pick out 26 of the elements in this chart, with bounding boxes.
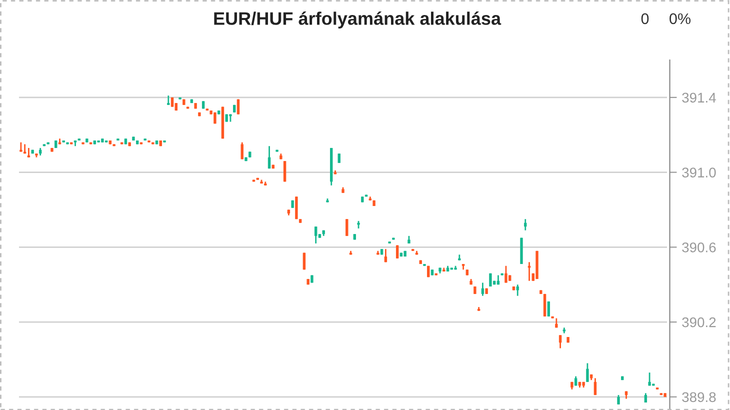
candlestick bbox=[586, 362, 589, 383]
candlestick bbox=[558, 334, 562, 349]
candlestick bbox=[27, 147, 30, 158]
candlestick bbox=[617, 394, 620, 406]
text: 0% bbox=[670, 13, 690, 24]
candlestick bbox=[283, 160, 286, 182]
candlestick bbox=[396, 244, 399, 260]
y-tick-label: 390.6 bbox=[682, 242, 716, 252]
candlestick bbox=[236, 98, 240, 115]
candlestick bbox=[384, 248, 388, 263]
y-tick-label: 391.4 bbox=[682, 92, 716, 103]
y-tick-label: 389.8 bbox=[682, 392, 716, 402]
candlestick bbox=[481, 282, 484, 297]
candlestick bbox=[648, 372, 651, 386]
candlestick bbox=[268, 145, 271, 170]
chart-title: EUR/HUF árfolyamának alakulása bbox=[214, 12, 502, 28]
candlestick bbox=[240, 142, 244, 160]
y-tick-label: 390.2 bbox=[682, 317, 716, 328]
candlestick bbox=[504, 265, 508, 284]
candlestick bbox=[167, 94, 170, 106]
candlestick bbox=[594, 377, 597, 396]
text: 0 bbox=[641, 13, 649, 24]
candlestick bbox=[314, 226, 318, 244]
candlestick bbox=[543, 293, 546, 318]
y-tick-label: 391.0 bbox=[682, 168, 716, 178]
candlestick bbox=[528, 261, 531, 282]
